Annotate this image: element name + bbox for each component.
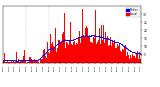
- Legend: Median, Actual: Median, Actual: [126, 7, 140, 17]
